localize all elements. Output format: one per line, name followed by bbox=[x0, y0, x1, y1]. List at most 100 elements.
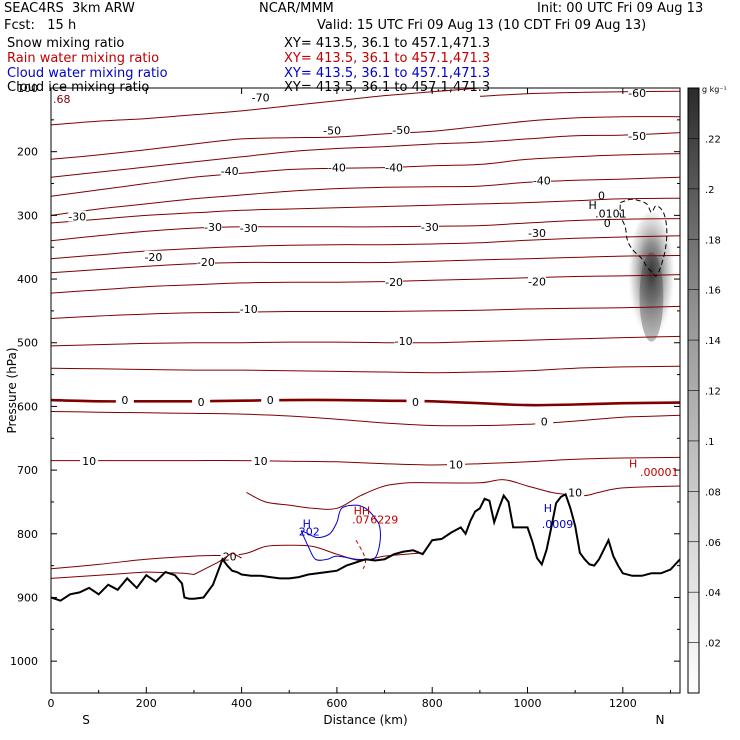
temperature-contour-label: -30 bbox=[68, 211, 86, 224]
temperature-contour-label-bg bbox=[144, 250, 163, 262]
temperature-contour-label-bg bbox=[239, 302, 258, 314]
temperature-contour-label: 0 bbox=[412, 396, 419, 409]
x-tick-label: 800 bbox=[422, 697, 443, 710]
temperature-contour-label-bg bbox=[447, 458, 466, 470]
temperature-contour-label-bg bbox=[566, 486, 585, 498]
temperature-contour-line bbox=[51, 235, 680, 260]
rain-water-extremum-label: H bbox=[629, 458, 637, 471]
model-title: SEAC4RS 3km ARW bbox=[4, 1, 135, 16]
center-title: NCAR/MMM bbox=[259, 1, 334, 16]
temperature-contour-line bbox=[51, 255, 680, 274]
cloud-ice-extremum-label: .0101 bbox=[595, 207, 627, 220]
temperature-contour-label: 0 bbox=[267, 394, 274, 407]
temperature-contour-label: -50 bbox=[628, 130, 646, 143]
temperature-contour-label: -10 bbox=[240, 303, 258, 316]
temperature-contour-line bbox=[51, 274, 680, 294]
temperature-contour-line bbox=[51, 411, 680, 427]
temperature-contour-label-bg bbox=[251, 455, 270, 467]
temperature-contour-label: -40 bbox=[328, 162, 346, 175]
temperature-contour-label: -20 bbox=[197, 256, 215, 269]
temperature-contour-line bbox=[51, 218, 680, 242]
x-axis-label: Distance (km) bbox=[323, 713, 407, 727]
y-tick-label: 800 bbox=[17, 528, 38, 541]
temperature-contour-label-bg bbox=[327, 161, 346, 173]
snow-mixing-ratio-core bbox=[639, 252, 664, 342]
temperature-contour-line bbox=[51, 305, 680, 319]
rain-water-extremum-label: .07 bbox=[352, 514, 370, 527]
colorbar-tick-label: .04 bbox=[705, 588, 721, 599]
temperature-contour-label-bg bbox=[239, 222, 258, 234]
cloud-ice-extremum-label: H bbox=[589, 199, 597, 212]
snow-mixing-ratio-shading bbox=[627, 212, 676, 346]
north-end-label: N bbox=[656, 713, 665, 727]
temperature-contour-label: -20 bbox=[144, 251, 162, 264]
temperature-contour-label-bg bbox=[192, 395, 211, 407]
cloud-ice-extremum-label: 0 bbox=[598, 189, 605, 202]
temperature-contour-label: -70 bbox=[252, 92, 270, 105]
colorbar-tick-label: .06 bbox=[705, 538, 721, 549]
temperature-contour-label: -20 bbox=[528, 276, 546, 289]
snow-field-xy: XY= 413.5, 36.1 to 457.1,471.3 bbox=[284, 36, 491, 51]
temperature-contour-label-bg bbox=[220, 550, 239, 562]
y-tick-label: 1000 bbox=[10, 655, 38, 668]
temperature-contour-label-bg bbox=[261, 394, 280, 406]
temperature-contour-label: -40 bbox=[533, 174, 551, 187]
y-tick-label: 400 bbox=[17, 273, 38, 286]
y-tick-label: 600 bbox=[17, 400, 38, 413]
colorbar-scale bbox=[687, 87, 700, 694]
temperature-contour-line bbox=[51, 456, 680, 466]
temperature-contour-label-bg bbox=[628, 129, 647, 141]
temperature-contour-line bbox=[51, 132, 680, 178]
y-tick-label: 900 bbox=[17, 591, 38, 604]
cloud-water-extremum-label: H bbox=[303, 517, 311, 530]
temperature-contour-label: 0 bbox=[198, 396, 205, 409]
rain-water-extremum-label: .000011 bbox=[640, 466, 686, 479]
temperature-contour-label: -20 bbox=[385, 276, 403, 289]
temperature-contour-line bbox=[479, 90, 680, 97]
cloud-water-extremum-label: .0009 bbox=[542, 518, 574, 531]
rain-field-label: Rain water mixing ratio bbox=[7, 51, 160, 66]
cloud-water-extremum-label: H bbox=[544, 502, 552, 515]
y-tick-label: 700 bbox=[17, 464, 38, 477]
temperature-contour-label-bg bbox=[196, 255, 215, 267]
cloud-ice-field-xy: XY= 413.5, 36.1 to 457.1,471.3 bbox=[284, 80, 491, 95]
temperature-contour-label-bg bbox=[251, 91, 270, 103]
colorbar-tick-label: .18 bbox=[705, 235, 721, 246]
cloud-ice-extremum-label: 0 bbox=[604, 217, 611, 230]
temperature-contour-label-bg bbox=[392, 124, 411, 136]
temperature-contour-line bbox=[246, 479, 680, 510]
cloud-water-field-xy: XY= 413.5, 36.1 to 457.1,471.3 bbox=[284, 66, 491, 81]
temperature-contour-line bbox=[51, 116, 680, 160]
temperature-contour-label-bg bbox=[204, 220, 223, 232]
temperature-contour-label-bg bbox=[80, 455, 99, 467]
x-tick-label: 600 bbox=[326, 697, 347, 710]
temperature-contour-label: -40 bbox=[221, 165, 239, 178]
temperature-contour-line bbox=[51, 544, 423, 570]
temperature-contour-line bbox=[51, 153, 680, 197]
temperature-contour-label: 0 bbox=[541, 416, 548, 429]
forecast-hour: Fcst: 15 h bbox=[4, 18, 77, 33]
temperature-contour-label-bg bbox=[394, 334, 413, 346]
temperature-contour-line bbox=[51, 335, 680, 347]
colorbar-tick-label: .16 bbox=[705, 286, 721, 297]
temperature-contour-label: -60 bbox=[628, 87, 646, 100]
x-tick-label: 400 bbox=[231, 697, 252, 710]
x-tick-label: 200 bbox=[136, 697, 157, 710]
cloud-water-field-label: Cloud water mixing ratio bbox=[7, 66, 168, 81]
init-time: Init: 00 UTC Fri 09 Aug 13 bbox=[537, 1, 704, 16]
cloud-water-extremum-label: 202 bbox=[299, 526, 320, 539]
temperature-contour-label-bg bbox=[528, 227, 547, 239]
temperature-contour-label: -50 bbox=[323, 125, 341, 138]
temperature-contour-line bbox=[51, 197, 680, 224]
x-tick-label: 0 bbox=[48, 697, 55, 710]
temperature-contour-label-bg bbox=[628, 88, 647, 99]
temperature-contour-label: -40 bbox=[385, 162, 403, 175]
y-tick-label: 200 bbox=[17, 146, 38, 159]
terrain-line bbox=[51, 492, 680, 602]
y-tick-label: 300 bbox=[17, 209, 38, 222]
temperature-contour-label: 10 bbox=[254, 455, 268, 468]
temperature-contour-label-bg bbox=[68, 210, 87, 222]
temperature-contour-line bbox=[51, 365, 680, 374]
temperature-contour-label: 20 bbox=[223, 551, 237, 564]
temperature-contour-label-bg bbox=[385, 276, 404, 288]
